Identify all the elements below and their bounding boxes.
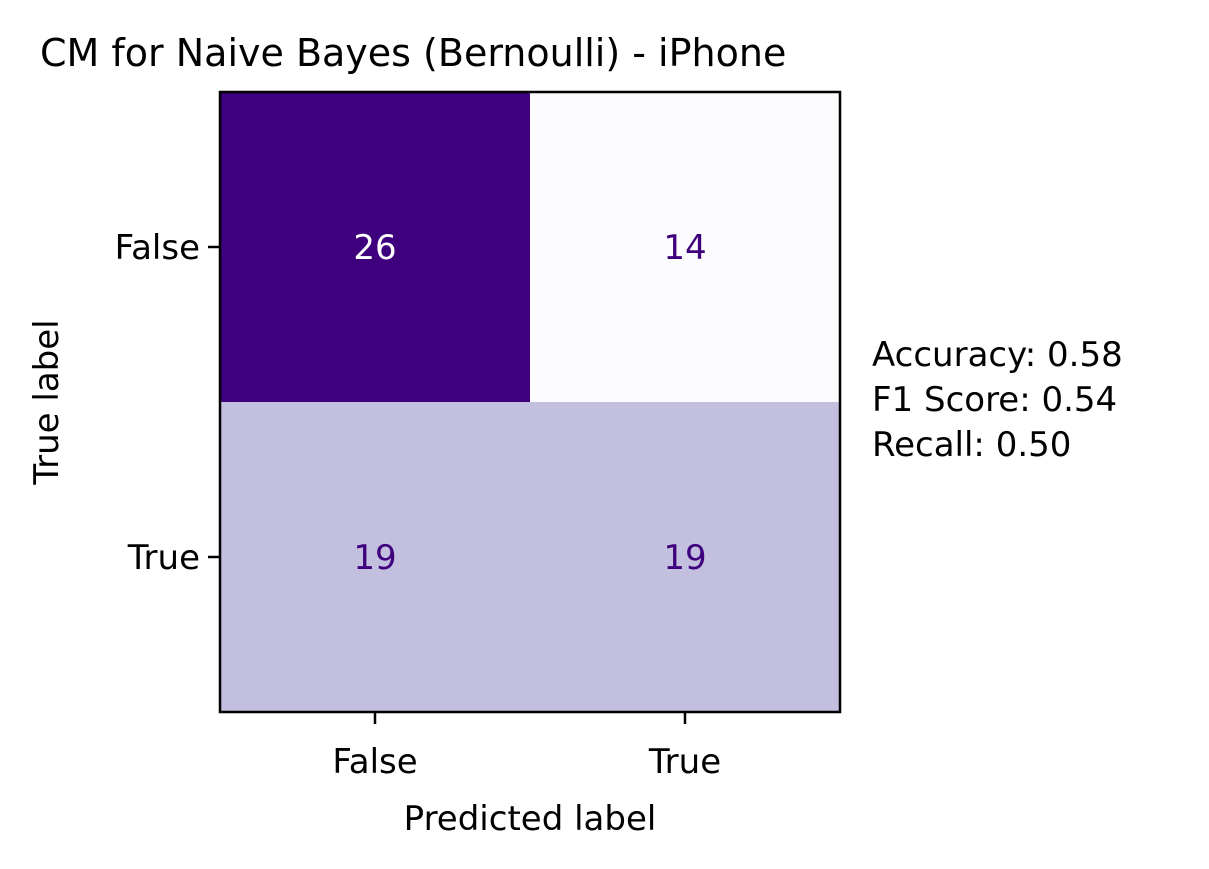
y-axis: False True <box>115 228 220 578</box>
heatmap-cells: 26 14 19 19 <box>220 92 840 712</box>
cell-value-label: 14 <box>663 228 706 268</box>
heatmap-cell <box>220 402 530 712</box>
x-axis-label: Predicted label <box>404 799 657 839</box>
recall-metric: Recall: 0.50 <box>872 425 1072 465</box>
x-tick-label: False <box>332 742 417 782</box>
heatmap-cell <box>530 92 840 402</box>
heatmap-cell <box>220 92 530 402</box>
cell-value-label: 26 <box>353 228 396 268</box>
f1-score-metric: F1 Score: 0.54 <box>872 380 1118 420</box>
chart-title: CM for Naive Bayes (Bernoulli) - iPhone <box>40 31 786 75</box>
y-tick-label: False <box>115 228 200 268</box>
y-axis-label: True label <box>27 319 67 485</box>
y-tick-label: True <box>127 538 200 578</box>
metrics-box: Accuracy: 0.58 F1 Score: 0.54 Recall: 0.… <box>872 333 1123 468</box>
x-axis: False True <box>332 712 721 782</box>
accuracy-metric: Accuracy: 0.58 <box>872 335 1123 375</box>
cell-value-label: 19 <box>353 538 396 578</box>
heatmap-cell <box>530 402 840 712</box>
x-tick-label: True <box>648 742 721 782</box>
plot-frame <box>218 90 842 714</box>
cell-value-label: 19 <box>663 538 706 578</box>
